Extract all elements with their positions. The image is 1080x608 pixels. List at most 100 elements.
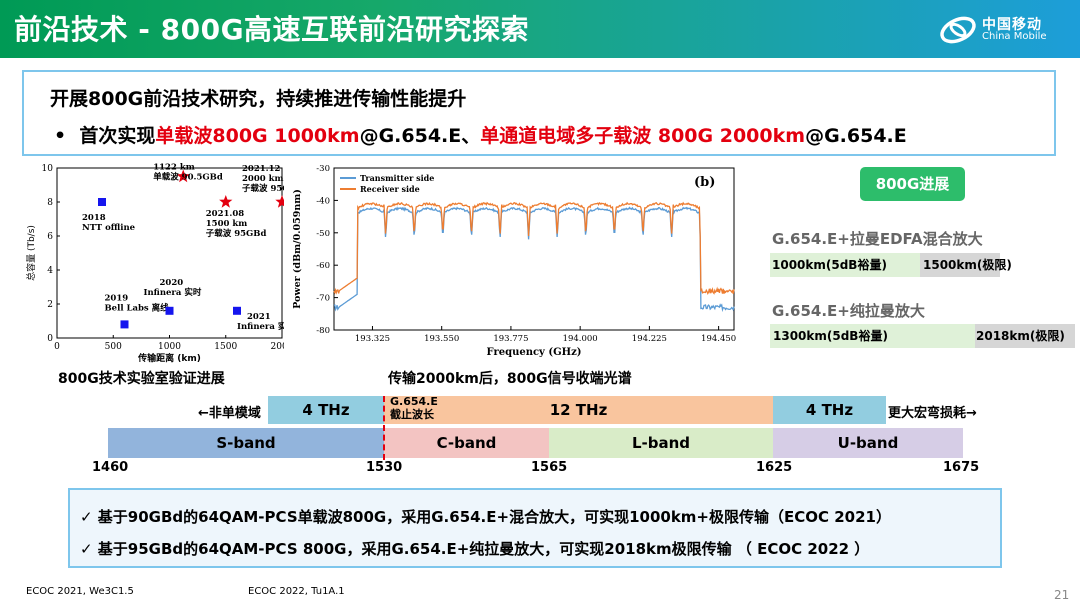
s-band: S-band xyxy=(108,428,384,458)
china-mobile-logo: 中国移动 China Mobile xyxy=(938,12,1068,48)
star-label: 子载波 95GBd xyxy=(206,228,267,239)
macrobend-loss-note: 更大宏弯损耗→ xyxy=(888,406,977,421)
point-label: 2021 xyxy=(247,312,271,322)
bullet-mid: @G.654.E、 xyxy=(359,125,481,147)
conclusion-1: ✓ 基于90GBd的64QAM-PCS单载波800G，采用G.654.E+混合放… xyxy=(80,508,891,526)
y-tick-label: -30 xyxy=(316,164,330,174)
page-number: 21 xyxy=(1054,588,1070,602)
cutoff-line-1: G.654.E xyxy=(390,395,438,408)
raman-margin-bar: 1300km(5dB裕量) xyxy=(770,324,975,348)
legend-label: Transmitter side xyxy=(360,173,434,183)
y-tick-label: 8 xyxy=(47,198,53,208)
top-band-4thz-right: 4 THz xyxy=(773,396,886,424)
lab-progress-scatter-chart: 0 500 1000 1500 2000 0 2 4 6 8 10 传输距离 (km) 总容量 (Tb/… xyxy=(25,160,284,364)
star-point xyxy=(219,195,233,208)
y-tick-label: -60 xyxy=(316,261,330,271)
logo-en-text: China Mobile xyxy=(982,31,1047,42)
wavelength-tick-1675: 1675 xyxy=(943,460,980,475)
cutoff-line-2: 截止波长 xyxy=(390,408,434,421)
bullet-prefix: 首次实现 xyxy=(79,125,156,147)
y-axis-label: 总容量 (Tb/s) xyxy=(25,225,37,281)
y-tick-label: 4 xyxy=(47,266,53,276)
bullet-red-2: 单通道电域多子载波 800G 2000km xyxy=(480,125,806,147)
headline-box xyxy=(22,70,1056,156)
point-label: 2019 xyxy=(105,293,129,303)
achievement-bullet: • 首次实现单载波800G 1000km@G.654.E、单通道电域多子载波 8… xyxy=(54,121,907,148)
y-tick-label: 2 xyxy=(47,300,53,310)
scatter-point xyxy=(233,306,241,315)
y-tick-label: -70 xyxy=(316,294,330,304)
slide-title: 前沿技术 - 800G高速互联前沿研究探索 xyxy=(14,13,530,46)
spectrum-line-chart: 193.325 193.550 193.775 194.000 194.225 194.4… xyxy=(292,164,736,358)
scatter-point xyxy=(98,198,106,206)
logo-cn-text: 中国移动 xyxy=(982,17,1042,33)
top-band-12thz: 12 THz xyxy=(384,396,773,424)
x-axis-label: 传输距离 (km) xyxy=(137,352,201,364)
x-tick-label: 194.225 xyxy=(632,334,667,344)
x-tick-label: 2000 xyxy=(271,342,284,352)
scatter-point xyxy=(165,306,174,315)
star-label: 2000 km xyxy=(242,174,284,184)
scatter-caption: 800G技术实验室验证进展 xyxy=(58,371,225,387)
l-band: L-band xyxy=(549,428,773,458)
x-tick-label: 0 xyxy=(54,342,60,352)
star-label: 2021.08 xyxy=(206,209,245,219)
hybrid-amp-title: G.654.E+拉曼EDFA混合放大 xyxy=(772,230,983,248)
star-label: 2021.12 xyxy=(242,164,281,174)
wavelength-tick-1565: 1565 xyxy=(531,460,568,475)
cutoff-dashed-line xyxy=(383,396,385,460)
conclusions-box xyxy=(68,488,1002,568)
x-tick-label: 500 xyxy=(105,342,122,352)
x-tick-label: 194.000 xyxy=(563,334,598,344)
point-label: Infinera 实时 xyxy=(237,321,284,332)
reference-1: ECOC 2021, We3C1.5 xyxy=(26,586,134,597)
point-label: Bell Labs 离线 xyxy=(105,302,170,313)
star-point xyxy=(275,195,284,208)
point-label: Infinera 实时 xyxy=(144,287,202,298)
800g-progress-button[interactable]: 800G进展 xyxy=(860,167,965,201)
y-tick-label: 10 xyxy=(42,164,54,174)
c-band: C-band xyxy=(384,428,549,458)
spectrum-series-line xyxy=(333,206,735,313)
star-label: 1122 km xyxy=(153,163,195,173)
wavelength-tick-1625: 1625 xyxy=(756,460,793,475)
hybrid-limit-bar: 1500km(极限) xyxy=(920,253,1012,277)
star-label: 1500 km xyxy=(206,219,248,229)
y-tick-label: 6 xyxy=(47,232,53,242)
conclusion-2: ✓ 基于95GBd的64QAM-PCS 800G，采用G.654.E+纯拉曼放大… xyxy=(80,540,870,558)
x-tick-label: 194.450 xyxy=(701,334,736,344)
cutoff-label: G.654.E 截止波长 xyxy=(390,395,438,421)
bullet-red-1: 单载波800G 1000km xyxy=(155,125,360,147)
x-tick-label: 193.550 xyxy=(424,334,459,344)
x-tick-label: 193.325 xyxy=(355,334,390,344)
y-tick-label: 0 xyxy=(47,334,53,344)
x-tick-label: 1500 xyxy=(214,342,237,352)
legend-label: Receiver side xyxy=(360,184,420,194)
x-tick-label: 1000 xyxy=(158,342,181,352)
point-label: 2018 xyxy=(82,213,106,223)
y-axis-label: Power (dBm/0.059nm) xyxy=(292,189,303,309)
star-label: 2021.05 xyxy=(153,160,192,163)
scatter-point xyxy=(120,320,129,329)
u-band: U-band xyxy=(773,428,963,458)
y-tick-label: -80 xyxy=(316,326,330,336)
star-label: 单载波 90.5GBd xyxy=(153,172,223,183)
top-band-4thz-left: 4 THz xyxy=(268,396,384,424)
title-bar xyxy=(0,0,1080,58)
spectrum-plot-frame xyxy=(333,167,735,331)
headline: 开展800G前沿技术研究，持续推进传输性能提升 xyxy=(50,88,467,110)
star-label: 子载波 95GBd xyxy=(242,183,284,194)
bullet-suffix: @G.654.E xyxy=(805,125,907,147)
wavelength-tick-1530: 1530 xyxy=(366,460,403,475)
raman-amp-title: G.654.E+纯拉曼放大 xyxy=(772,302,925,320)
star-point xyxy=(176,169,190,183)
x-axis-label: Frequency (GHz) xyxy=(487,347,582,358)
hybrid-margin-bar: 1000km(5dB裕量) xyxy=(770,253,920,277)
reference-2: ECOC 2022, Tu1A.1 xyxy=(248,586,345,597)
china-mobile-emblem-icon xyxy=(940,16,976,44)
spectrum-caption: 传输2000km后，800G信号收端光谱 xyxy=(388,371,632,387)
point-label: NTT offline xyxy=(82,223,136,233)
non-single-mode-note: ←非单模域 xyxy=(198,406,261,421)
y-tick-label: -50 xyxy=(316,229,330,239)
y-tick-label: -40 xyxy=(316,196,330,206)
